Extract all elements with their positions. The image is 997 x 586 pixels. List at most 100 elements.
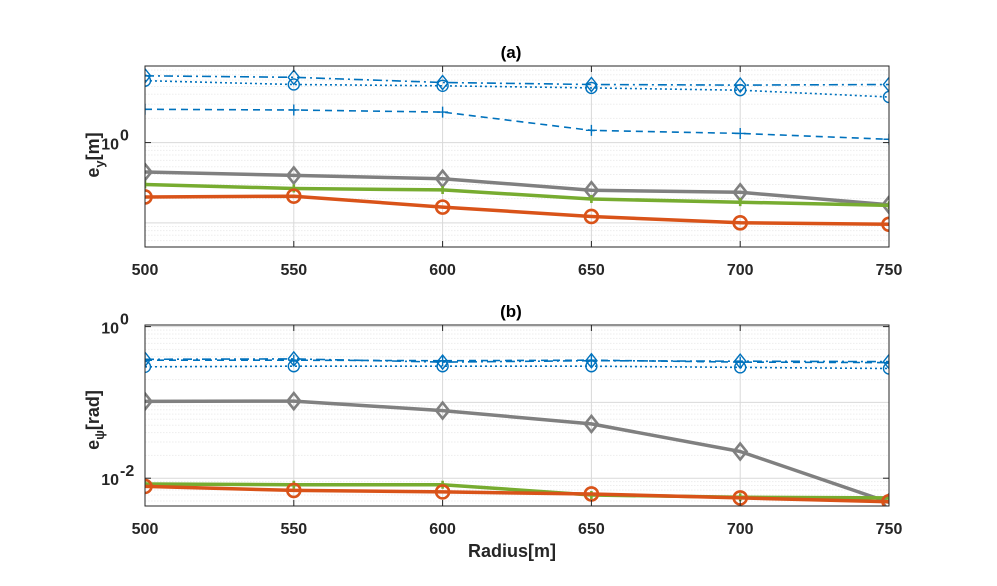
data-point-diamond [436, 354, 450, 371]
data-point-circle [882, 90, 889, 104]
x-tick-label: 550 [280, 262, 307, 279]
y-tick-exponent: -2 [120, 463, 134, 480]
y-tick-base: 10 [101, 137, 119, 154]
data-point-circle [585, 81, 598, 95]
x-tick-label: 700 [727, 262, 754, 279]
x-tick-label: 600 [429, 262, 456, 279]
series-line [145, 194, 889, 227]
subplot-b-ylabel-main: e [83, 440, 103, 450]
data-point-plus [734, 127, 746, 139]
data-point-diamond [583, 413, 600, 435]
x-axis-label: Radius[m] [468, 541, 556, 561]
data-point-circle [145, 360, 152, 373]
y-tick-exponent: 0 [120, 312, 129, 329]
plot-background-a [145, 66, 889, 247]
series-a-3 [145, 161, 889, 215]
data-point-plus [145, 354, 151, 366]
data-point-diamond [285, 165, 302, 186]
data-point-plus [288, 104, 300, 116]
data-point-circle [734, 361, 747, 374]
x-tick-label: 750 [876, 262, 903, 279]
data-point-diamond [287, 350, 301, 368]
data-point-plus [883, 357, 889, 369]
x-tick-label: 650 [578, 521, 605, 538]
series-line [145, 79, 889, 98]
subplot-b: (b) eψ[rad] [83, 302, 522, 450]
axes-box-a [144, 65, 890, 248]
series-a-2 [145, 103, 889, 145]
data-point-circle [145, 478, 153, 495]
data-point-diamond [145, 161, 154, 183]
data-point-plus [883, 133, 889, 145]
subplot-b-ylabel: eψ[rad] [83, 390, 107, 450]
axes-box-b [144, 324, 890, 507]
data-point-circle [436, 79, 449, 92]
data-point-circle [285, 188, 302, 204]
data-point-circle [145, 74, 152, 87]
data-point-circle [732, 215, 749, 231]
data-point-diamond [145, 351, 152, 368]
subplot-a: (a) ey[m] [83, 43, 521, 178]
x-tick-label: 700 [727, 521, 754, 538]
series-a-1 [145, 74, 889, 104]
subplot-a-ylabel: ey[m] [83, 132, 107, 177]
data-point-diamond [145, 391, 154, 412]
data-point-circle [881, 493, 889, 506]
x-tick-label: 650 [578, 262, 605, 279]
x-tick-label: 550 [280, 521, 307, 538]
series-b-3 [145, 391, 889, 506]
y-tick-exponent: 0 [120, 128, 129, 145]
data-point-diamond [882, 353, 889, 370]
data-point-plus [437, 106, 449, 118]
data-point-circle [881, 216, 889, 233]
data-point-plus [585, 124, 597, 136]
subplot-a-ylabel-unit: [m] [83, 132, 103, 160]
data-point-circle [734, 83, 747, 97]
data-point-plus [145, 103, 151, 115]
series-b-5 [145, 478, 889, 506]
data-point-circle [145, 189, 153, 205]
data-point-diamond [436, 74, 450, 91]
data-point-plus [145, 180, 149, 189]
y-tick-base: 10 [101, 472, 119, 489]
data-point-diamond [145, 67, 152, 84]
data-point-plus [145, 479, 149, 488]
data-point-circle [436, 360, 449, 373]
data-point-circle [882, 362, 889, 375]
data-point-plus [438, 185, 447, 194]
plot-area-a: 500 550 600 650 700 750 100 [101, 65, 903, 279]
data-point-circle [434, 484, 451, 500]
series-b-2 [145, 360, 889, 375]
series-line [145, 170, 889, 207]
data-point-circle [287, 78, 300, 91]
subplot-a-ylabel-main: e [83, 168, 103, 178]
data-point-circle [285, 482, 302, 499]
subplot-b-ylabel-unit: [rad] [83, 390, 103, 430]
x-tick-label: 750 [876, 521, 903, 538]
data-point-circle [434, 199, 451, 215]
data-point-diamond [732, 441, 749, 462]
y-tick-label: 10 [101, 137, 119, 154]
x-tick-label: 500 [132, 262, 159, 279]
data-point-diamond [880, 194, 889, 215]
subplot-a-title: (a) [501, 43, 522, 62]
data-point-plus [885, 493, 889, 502]
data-point-diamond [584, 352, 598, 369]
data-point-diamond [285, 391, 302, 412]
series-a-5 [145, 188, 889, 233]
subplot-b-ylabel-sub: ψ [92, 430, 107, 440]
data-point-circle [287, 360, 300, 373]
data-point-plus [587, 195, 596, 204]
data-point-diamond [584, 76, 598, 93]
series-line [145, 399, 889, 505]
x-tick-label: 600 [429, 521, 456, 538]
subplot-b-title: (b) [500, 302, 522, 321]
data-point-diamond [880, 492, 889, 506]
data-point-plus [885, 201, 889, 210]
data-point-circle [583, 208, 600, 225]
series-line [145, 182, 889, 208]
series-line [145, 108, 889, 141]
y-tick-label: 10 [101, 472, 119, 489]
